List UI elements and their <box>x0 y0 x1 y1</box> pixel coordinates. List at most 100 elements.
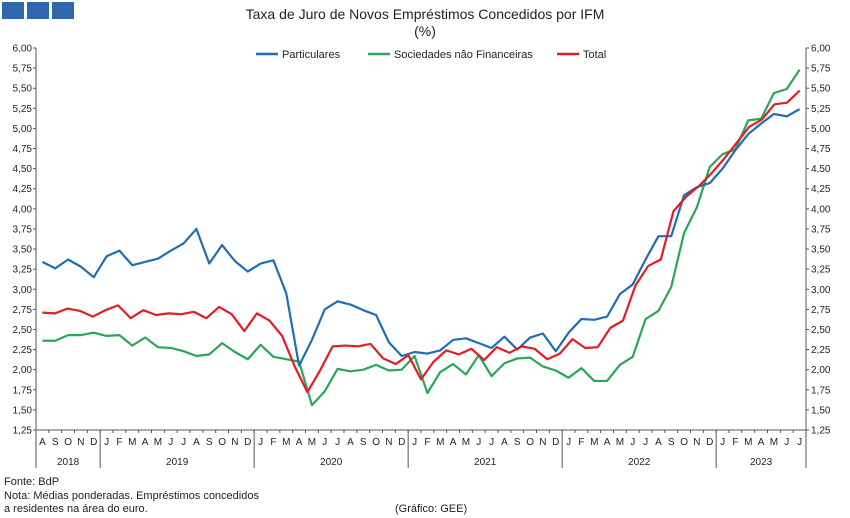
y-tick-label-right: 4,50 <box>811 164 831 175</box>
legend-label-total: Total <box>583 49 606 61</box>
x-tick-label: D <box>244 437 251 448</box>
y-tick-label-right: 1,25 <box>811 426 831 437</box>
footer-notes: Fonte: BdP Nota: Médias ponderadas. Empr… <box>4 476 259 517</box>
x-tick-label: M <box>282 437 290 448</box>
y-tick-label-right: 6,00 <box>811 44 831 55</box>
y-tick-label-right: 5,00 <box>811 124 831 135</box>
x-tick-label: A <box>39 437 46 448</box>
x-tick-label: N <box>231 437 238 448</box>
x-tick-label: A <box>450 437 457 448</box>
x-tick-label: F <box>270 437 276 448</box>
y-tick-label-left: 3,75 <box>13 224 33 235</box>
x-tick-label: M <box>590 437 598 448</box>
logo-square <box>2 2 24 19</box>
y-tick-label-left: 3,50 <box>13 245 33 256</box>
y-tick-label-left: 2,25 <box>13 345 33 356</box>
year-label: 2023 <box>750 457 773 468</box>
x-tick-label: M <box>308 437 316 448</box>
y-tick-label-left: 2,50 <box>13 325 33 336</box>
x-tick-label: M <box>462 437 470 448</box>
x-tick-label: O <box>372 437 380 448</box>
legend: Particulares Sociedades não Financeiras To… <box>256 49 606 61</box>
x-tick-label: J <box>476 437 481 448</box>
x-tick-label: N <box>539 437 546 448</box>
legend-label-sociedades-nao-financeiras: Sociedades não Financeiras <box>394 49 533 61</box>
y-tick-label-left: 2,00 <box>13 365 33 376</box>
x-tick-label: M <box>154 437 162 448</box>
x-tick-label: J <box>630 437 635 448</box>
y-tick-label-left: 3,25 <box>13 265 33 276</box>
x-tick-label: A <box>193 437 200 448</box>
x-tick-label: O <box>680 437 688 448</box>
y-tick-label-right: 4,75 <box>811 144 831 155</box>
y-tick-label-left: 5,25 <box>13 104 33 115</box>
series-line-sociedades-nao-financeiras <box>42 69 801 407</box>
x-tick-label: A <box>296 437 303 448</box>
x-tick-label: A <box>142 437 149 448</box>
series-line-total <box>42 89 801 394</box>
series-line-particulares <box>41 108 801 367</box>
axes: 6,00 6,00 5,75 5,75 5,50 5,50 5,25 5,25 5,00 5,00… <box>13 44 831 468</box>
x-tick-label: F <box>732 437 738 448</box>
x-tick-label: O <box>526 437 534 448</box>
x-tick-label: J <box>322 437 327 448</box>
y-tick-label-right: 2,25 <box>811 345 831 356</box>
x-tick-label: J <box>168 437 173 448</box>
y-tick-label-right: 5,25 <box>811 104 831 115</box>
x-tick-label: A <box>604 437 611 448</box>
logo-square <box>52 2 74 19</box>
y-tick-label-right: 2,50 <box>811 325 831 336</box>
x-tick-label: O <box>64 437 72 448</box>
x-tick-label: J <box>489 437 494 448</box>
y-tick-label-right: 5,75 <box>811 64 831 75</box>
y-tick-label-right: 3,75 <box>811 224 831 235</box>
y-tick-label-right: 3,25 <box>811 265 831 276</box>
x-tick-label: F <box>116 437 122 448</box>
chart-credit: (Gráfico: GEE) <box>395 503 468 515</box>
y-tick-label-left: 5,75 <box>13 64 33 75</box>
y-tick-label-left: 3,00 <box>13 285 33 296</box>
source-text: Fonte: BdP <box>4 476 60 488</box>
x-tick-label: M <box>436 437 444 448</box>
x-tick-label: M <box>128 437 136 448</box>
x-tick-label: A <box>655 437 662 448</box>
year-label: 2019 <box>166 457 189 468</box>
y-tick-label-left: 1,25 <box>13 426 33 437</box>
y-tick-label-left: 6,00 <box>13 44 33 55</box>
year-label: 2022 <box>628 457 651 468</box>
y-tick-label-right: 2,00 <box>811 365 831 376</box>
x-tick-label: J <box>104 437 109 448</box>
x-tick-label: N <box>693 437 700 448</box>
x-tick-label: S <box>360 437 367 448</box>
x-tick-label: F <box>578 437 584 448</box>
x-tick-label: M <box>616 437 624 448</box>
x-tick-label: J <box>797 437 802 448</box>
x-tick-label: O <box>218 437 226 448</box>
y-tick-label-right: 4,25 <box>811 184 831 195</box>
y-tick-label-right: 1,50 <box>811 405 831 416</box>
y-tick-label-right: 4,00 <box>811 204 831 215</box>
x-tick-label: D <box>398 437 405 448</box>
x-tick-label: S <box>52 437 59 448</box>
note-text-continued: a residentes na área do euro. <box>4 503 148 515</box>
year-label: 2021 <box>474 457 497 468</box>
legend-label-particulares: Particulares <box>282 49 341 61</box>
chart-title: Taxa de Juro de Novos Empréstimos Conced… <box>246 6 605 22</box>
y-tick-label-left: 5,50 <box>13 84 33 95</box>
y-tick-label-left: 4,75 <box>13 144 33 155</box>
x-tick-label: S <box>668 437 675 448</box>
x-tick-label: A <box>347 437 354 448</box>
y-tick-label-right: 1,75 <box>811 385 831 396</box>
x-tick-label: J <box>181 437 186 448</box>
note-text: Nota: Médias ponderadas. Empréstimos con… <box>4 489 259 502</box>
x-tick-label: J <box>258 437 263 448</box>
y-tick-label-left: 4,25 <box>13 184 33 195</box>
x-tick-label: J <box>643 437 648 448</box>
x-tick-label: J <box>566 437 571 448</box>
y-tick-label-right: 5,50 <box>811 84 831 95</box>
x-tick-label: F <box>424 437 430 448</box>
logo <box>2 2 74 19</box>
chart-subtitle: (%) <box>414 23 436 39</box>
y-tick-label-left: 4,00 <box>13 204 33 215</box>
